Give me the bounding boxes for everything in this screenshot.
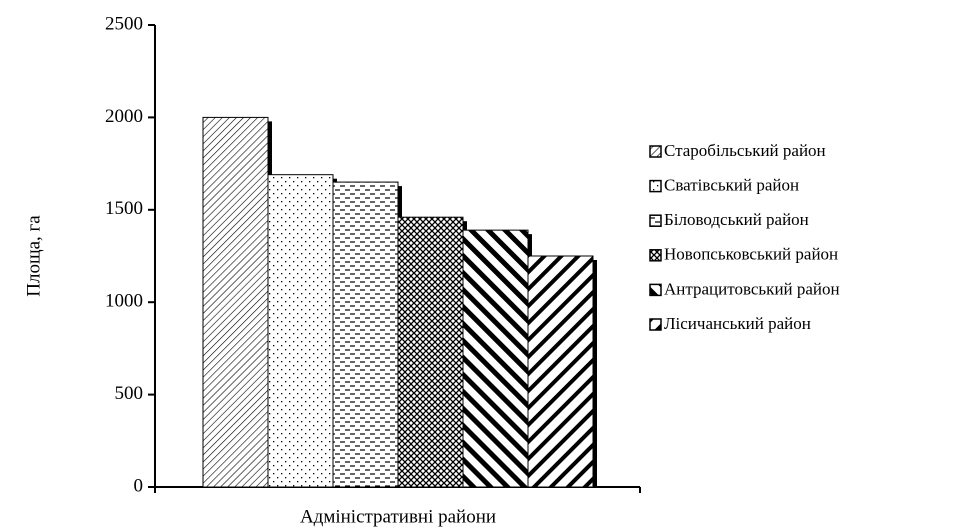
legend-swatch <box>649 283 662 297</box>
bar <box>462 229 529 488</box>
y-tick-label: 1000 <box>105 291 143 312</box>
y-tick-label: 2500 <box>105 13 143 34</box>
legend-label: Антрацитовський район <box>664 279 840 298</box>
legend-label: Лісичанський район <box>664 314 811 333</box>
legend-swatch <box>649 145 662 158</box>
legend-label: Сватівський район <box>664 176 799 195</box>
y-tick-label: 0 <box>134 475 144 496</box>
bar <box>527 255 594 488</box>
legend-label: Біловодський район <box>664 210 809 229</box>
legend-swatch <box>649 179 662 193</box>
legend-label: Старобільський район <box>664 141 826 160</box>
y-tick-label: 2000 <box>105 106 143 127</box>
y-tick-label: 500 <box>115 383 144 404</box>
legend-swatch <box>649 214 662 227</box>
x-axis-label: Адміністративні райони <box>300 506 496 527</box>
y-tick-label: 1500 <box>105 198 143 219</box>
legend-swatch <box>649 249 662 262</box>
bar <box>202 116 269 488</box>
bar <box>332 181 399 488</box>
bar <box>267 174 334 488</box>
bar <box>397 216 464 488</box>
y-axis-label: Площа, га <box>23 215 44 297</box>
legend-label: Новопськовський район <box>664 245 838 264</box>
legend-swatch <box>649 318 662 331</box>
